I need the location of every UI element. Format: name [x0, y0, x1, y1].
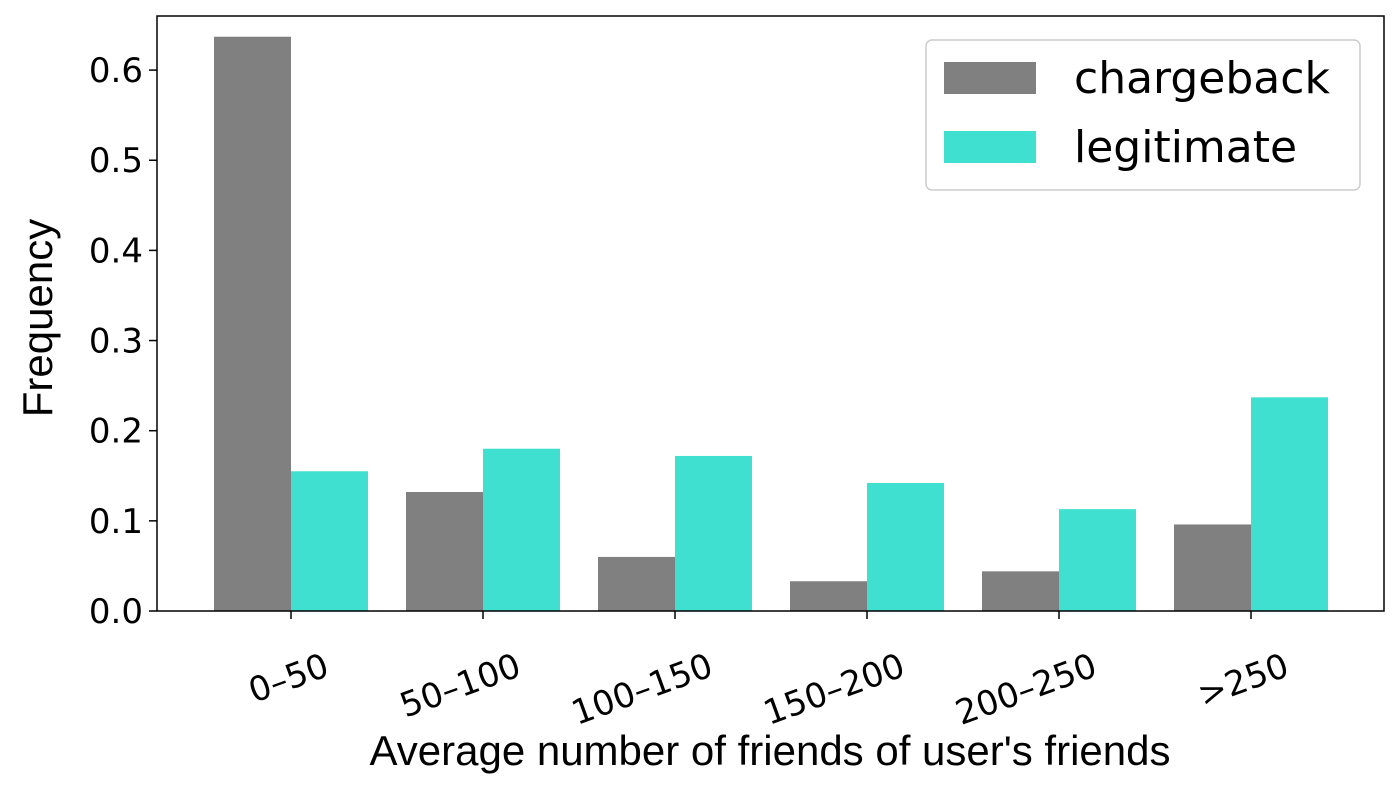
- legend-swatch-legitimate: [944, 131, 1036, 163]
- bar-chargeback-4: [982, 571, 1059, 611]
- bar-legitimate-0: [291, 471, 368, 611]
- x-tick-label: 200–250: [950, 646, 1102, 734]
- legend-swatch-chargeback: [944, 62, 1036, 94]
- bar-chargeback-1: [406, 492, 483, 611]
- x-axis: 0–50 50–100 100–150 150–200 200–250 >250: [243, 611, 1294, 734]
- y-tick-label: 0.1: [89, 502, 143, 542]
- x-tick-label: >250: [1193, 646, 1294, 716]
- y-axis-title: Frequency: [14, 219, 61, 417]
- bar-chargeback-2: [598, 556, 675, 611]
- y-tick-label: 0.5: [89, 141, 143, 181]
- x-axis-title: Average number of friends of user's frie…: [370, 727, 1171, 774]
- y-tick-label: 0.2: [89, 412, 143, 452]
- x-tick-label: 100–150: [566, 646, 718, 734]
- y-tick-label: 0.0: [89, 592, 143, 632]
- x-tick-label: 50–100: [395, 646, 526, 726]
- bar-legitimate-3: [867, 482, 944, 611]
- legend-label-chargeback: chargeback: [1074, 53, 1330, 104]
- x-tick-label: 150–200: [758, 646, 910, 734]
- bar-chargeback-5: [1174, 524, 1251, 611]
- bar-legitimate-5: [1251, 397, 1328, 611]
- bar-chargeback-0: [214, 36, 291, 611]
- bars-layer: [214, 36, 1328, 611]
- y-tick-label: 0.6: [89, 51, 143, 91]
- y-tick-label: 0.3: [89, 322, 143, 362]
- bar-legitimate-4: [1059, 509, 1136, 611]
- bar-legitimate-2: [675, 455, 752, 611]
- legend-label-legitimate: legitimate: [1074, 122, 1297, 173]
- y-axis: 0.0 0.1 0.2 0.3 0.4 0.5 0.6: [89, 51, 157, 632]
- plot-frame: [156, 15, 1385, 612]
- bar-chargeback-3: [790, 581, 867, 611]
- y-tick-label: 0.4: [89, 231, 143, 271]
- x-tick-label: 0–50: [243, 646, 334, 712]
- legend: chargeback legitimate: [925, 39, 1361, 191]
- bar-legitimate-1: [483, 448, 560, 611]
